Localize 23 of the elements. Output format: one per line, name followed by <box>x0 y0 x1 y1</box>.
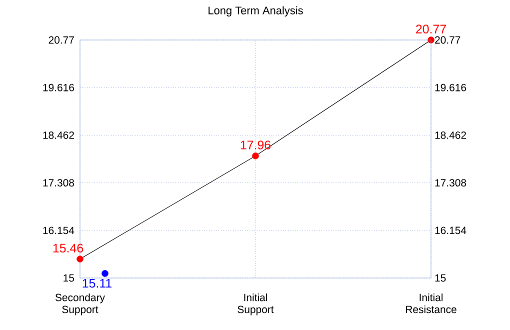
x-tick-label: Initial Resistance <box>406 294 456 314</box>
x-tick-label: Secondary Support <box>55 294 105 316</box>
y2-tick-label: 20.77 <box>435 36 460 44</box>
y2-tick-label: 16.154 <box>435 226 466 234</box>
y-tick-label: 19.616 <box>43 84 74 92</box>
point <box>252 152 259 160</box>
y2-tick-label: 15 <box>435 274 446 282</box>
data-label: 17.96 <box>240 140 271 150</box>
data-label: 20.77 <box>416 24 446 34</box>
chart-title: Long Term Analysis <box>208 6 303 16</box>
y2-tick-label: 19.616 <box>435 84 466 92</box>
x-tick-label: Initial Support <box>238 294 274 316</box>
y-tick-label: 20.77 <box>48 36 74 44</box>
data-label: 15.46 <box>53 244 84 253</box>
y2-tick-label: 18.462 <box>435 132 466 139</box>
point <box>428 36 434 44</box>
y-tick-label: 17.308 <box>43 179 74 187</box>
y2-tick-label: 17.308 <box>435 179 466 187</box>
data-label: 15.11 <box>82 278 112 288</box>
point <box>76 256 84 262</box>
y-tick-label: 16.154 <box>43 226 74 234</box>
y-tick-label: 15 <box>64 274 74 282</box>
y-tick-label: 18.462 <box>43 132 74 139</box>
